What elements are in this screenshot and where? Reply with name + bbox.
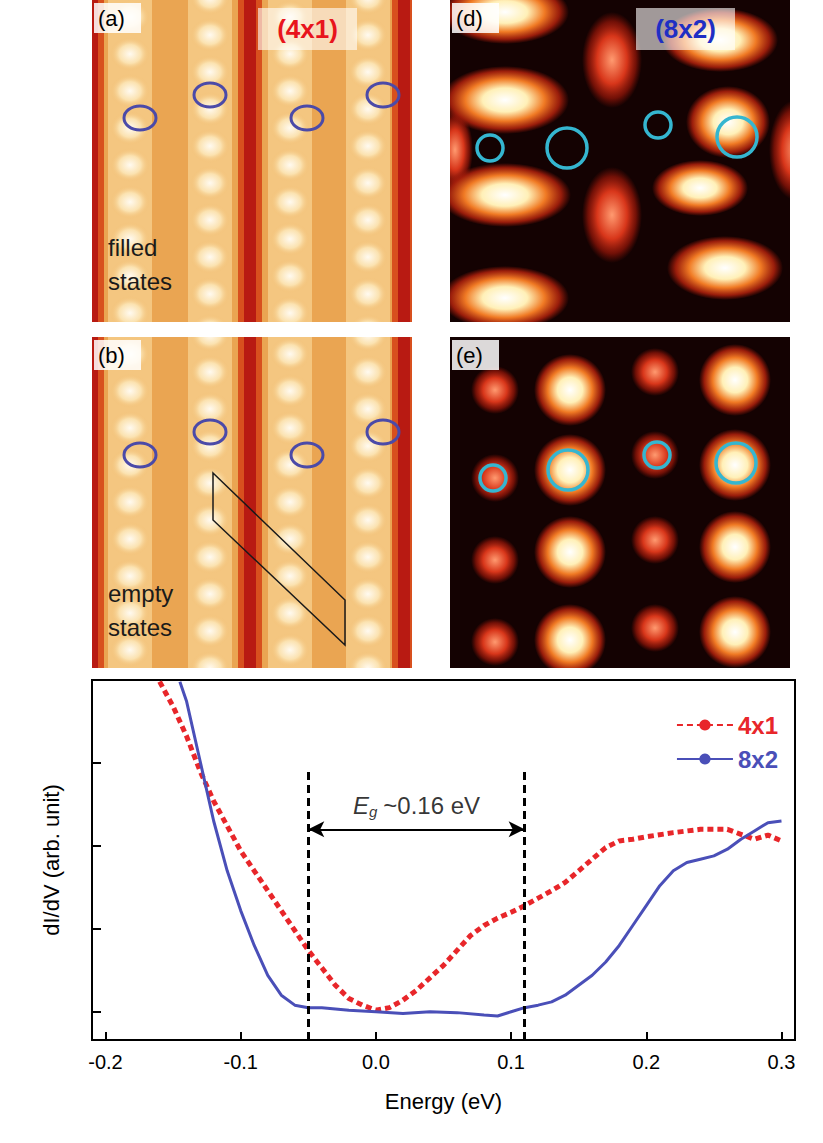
svg-text:8x2: 8x2: [738, 746, 778, 773]
svg-text:(8x2): (8x2): [655, 14, 716, 44]
svg-text:(b): (b): [98, 343, 125, 368]
svg-text:E: E: [353, 792, 370, 819]
svg-text:4x1: 4x1: [738, 712, 778, 739]
svg-text:filledstates: filledstates: [108, 234, 172, 295]
svg-text:dI/dV (arb. unit): dI/dV (arb. unit): [39, 784, 64, 936]
svg-text:(e): (e): [456, 343, 483, 368]
svg-text:emptystates: emptystates: [108, 580, 173, 641]
svg-text:0.1: 0.1: [497, 1051, 525, 1073]
svg-text:-0.2: -0.2: [88, 1051, 122, 1073]
svg-text:(a): (a): [98, 6, 125, 31]
svg-text:(d): (d): [456, 6, 483, 31]
svg-text:0.2: 0.2: [632, 1051, 660, 1073]
svg-text:0.3: 0.3: [768, 1051, 796, 1073]
svg-text:(4x1): (4x1): [277, 14, 338, 44]
svg-text:~0.16 eV: ~0.16 eV: [383, 792, 480, 819]
svg-text:Energy (eV): Energy (eV): [385, 1089, 502, 1114]
svg-text:-0.1: -0.1: [223, 1051, 257, 1073]
svg-text:0.0: 0.0: [362, 1051, 390, 1073]
svg-text:g: g: [369, 803, 378, 820]
